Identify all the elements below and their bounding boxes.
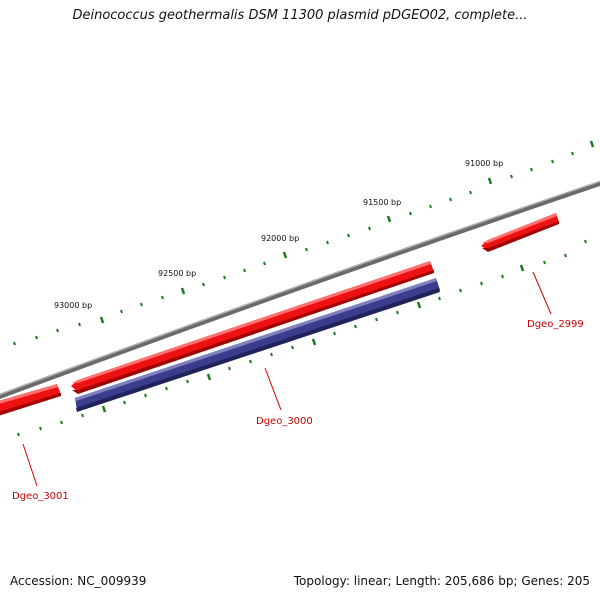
gene-label-dgeo-2999[interactable]: Dgeo_2999	[527, 319, 584, 330]
leader-line-dgeo-3001	[22, 443, 38, 487]
summary-text: Topology: linear; Length: 205,686 bp; Ge…	[293, 574, 590, 588]
gene-label-dgeo-3000[interactable]: Dgeo_3000	[256, 416, 313, 427]
ruler-label-91500: 91500 bp	[363, 198, 401, 207]
outer-tick-row	[13, 140, 595, 346]
cds-dgeo-3000[interactable]	[75, 278, 440, 412]
gene-dgeo-3001[interactable]	[0, 384, 61, 417]
leader-line-dgeo-3000	[264, 367, 282, 411]
ruler-label-92000: 92000 bp	[261, 234, 299, 243]
gene-dgeo-2999[interactable]	[481, 213, 559, 252]
gene-label-dgeo-3001[interactable]: Dgeo_3001	[12, 491, 69, 502]
ruler-label-92500: 92500 bp	[158, 269, 196, 278]
ruler-label-91000: 91000 bp	[465, 159, 503, 168]
accession-text: Accession: NC_009939	[10, 574, 147, 588]
leader-lines	[22, 271, 552, 487]
backbone	[0, 180, 600, 399]
ruler-label-93000: 93000 bp	[54, 301, 92, 310]
gene-dgeo-3000[interactable]	[71, 261, 434, 394]
leader-line-dgeo-2999	[532, 271, 552, 315]
map-title: Deinococcus geothermalis DSM 11300 plasm…	[72, 8, 528, 23]
inner-tick-row	[17, 239, 587, 437]
